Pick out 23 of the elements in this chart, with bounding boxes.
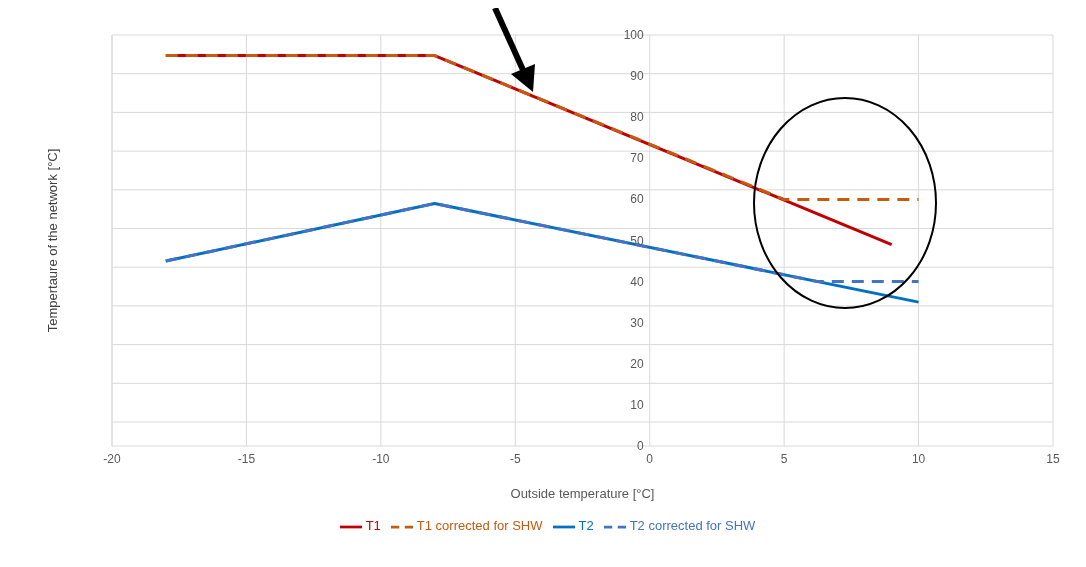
y-tick-label: 20 (630, 356, 645, 371)
x-tick-label: 10 (911, 451, 926, 466)
legend-label: T2 corrected for SHW (629, 518, 756, 534)
legend-label: T2 (578, 518, 594, 534)
x-tick-label: -5 (509, 451, 521, 466)
y-tick-label: 70 (630, 151, 645, 166)
x-tick-label: 15 (1046, 451, 1060, 466)
y-tick-label: 90 (630, 69, 645, 84)
x-axis-title: Outside temperature [°C] (510, 486, 655, 501)
y-tick-label: 30 (630, 315, 645, 330)
y-tick-label: 80 (630, 110, 645, 125)
x-tick-label: -20 (103, 451, 121, 466)
y-tick-label: 0 (637, 439, 645, 453)
y-axis-title: Tempertaure of the network [°C] (44, 148, 60, 333)
x-tick-label: -15 (237, 451, 256, 466)
legend-label: T1 (365, 518, 381, 534)
y-tick-label: 40 (630, 274, 645, 289)
y-tick-label: 60 (630, 192, 645, 207)
legend-label: T1 corrected for SHW (416, 518, 543, 534)
x-tick-label: -10 (372, 451, 390, 466)
y-tick-label: 10 (630, 397, 645, 412)
x-tick-label: 5 (780, 451, 788, 466)
y-tick-label: 100 (623, 28, 645, 42)
